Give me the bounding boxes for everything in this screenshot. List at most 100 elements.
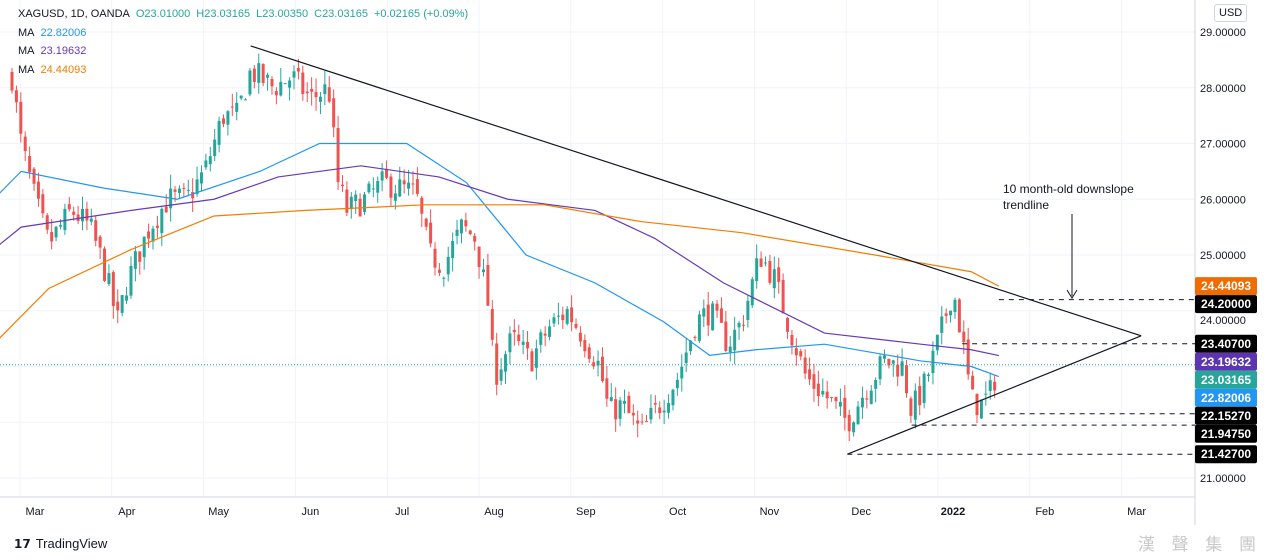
candle-body	[944, 313, 948, 316]
annotation-text: trendline	[1003, 198, 1049, 212]
candle-body	[548, 326, 552, 337]
price-label-badge	[1195, 406, 1257, 425]
candle-body	[530, 351, 534, 372]
candle-body	[812, 374, 816, 389]
candle-body	[129, 265, 133, 296]
candle-body	[257, 63, 261, 83]
candle-body	[310, 88, 314, 92]
candle-body	[539, 332, 543, 345]
symbol-label: XAGUSD, 1D, OANDA	[18, 8, 130, 20]
candle-body	[50, 231, 54, 242]
candle-body	[138, 251, 142, 262]
price-label-text: 24.44093	[1201, 279, 1251, 293]
candle-body	[120, 295, 124, 313]
candle-body	[85, 208, 89, 221]
price-label-text: 23.03165	[1201, 373, 1251, 387]
candle-body	[614, 399, 618, 420]
candle-body	[125, 295, 129, 301]
candle-body	[645, 421, 649, 423]
candle-body	[367, 183, 371, 193]
annotation-text: 10 month-old downslope	[1003, 182, 1134, 196]
candle-body	[76, 214, 80, 221]
candle-body	[67, 204, 71, 210]
candle-body	[58, 225, 62, 227]
candle-body	[543, 333, 547, 336]
candle-body	[649, 407, 653, 420]
candle-body	[825, 391, 829, 399]
candle-body	[98, 236, 102, 248]
candle-body	[689, 340, 693, 352]
ma-label: MA	[18, 63, 35, 76]
candle-body	[759, 258, 763, 267]
price-label-text: 24.20000	[1201, 297, 1251, 311]
candle-body	[508, 333, 512, 353]
candle-body	[561, 314, 565, 321]
candle-body	[81, 208, 85, 222]
moving-average-line-1	[0, 142, 1000, 378]
candle-body	[376, 181, 380, 193]
candle-body	[596, 360, 600, 366]
candle-body	[909, 398, 913, 416]
candle-body	[442, 277, 446, 279]
ma-legend-3[interactable]: MA 24.44093	[18, 61, 474, 80]
currency-button[interactable]: USD	[1214, 4, 1248, 22]
price-label-badge	[1195, 334, 1257, 353]
candle-body	[239, 95, 243, 99]
candle-body	[349, 196, 353, 210]
candle-body	[521, 341, 525, 345]
price-label-text: 21.94750	[1201, 427, 1251, 441]
candle-body	[429, 222, 433, 244]
price-label-text: 22.82006	[1201, 391, 1251, 405]
candle-body	[420, 197, 424, 214]
ma-legend-1[interactable]: MA 22.82006	[18, 24, 474, 43]
candle-body	[19, 101, 23, 134]
candle-body	[746, 300, 750, 320]
candle-body	[332, 98, 336, 128]
candle-body	[913, 390, 917, 420]
tradingview-brand[interactable]: 𝟭𝟳 TradingView	[14, 536, 107, 551]
candle-body	[979, 399, 983, 419]
x-tick-label: Jul	[395, 506, 409, 518]
candle-body	[380, 171, 384, 181]
candle-body	[927, 374, 931, 377]
candle-body	[574, 323, 578, 328]
ma-legend-2[interactable]: MA 23.19632	[18, 42, 474, 61]
candle-body	[904, 365, 908, 394]
candle-body	[957, 299, 961, 333]
price-label-badge	[1195, 295, 1257, 314]
y-tick-label: 24.00000	[1200, 315, 1246, 327]
y-tick-label: 25.00000	[1200, 250, 1246, 262]
candle-body	[107, 273, 111, 285]
candle-body	[477, 246, 481, 268]
candle-body	[565, 308, 569, 324]
candle-body	[781, 279, 785, 314]
candle-body	[32, 168, 36, 184]
x-tick-label: Mar	[1127, 506, 1146, 518]
candle-body	[266, 74, 270, 78]
x-tick-label: Oct	[669, 506, 686, 518]
candle-body	[869, 390, 873, 404]
candle-body	[111, 272, 115, 306]
candle-body	[512, 329, 516, 333]
candle-body	[345, 189, 349, 213]
candle-body	[261, 64, 265, 83]
candle-body	[697, 314, 701, 341]
candle-body	[191, 192, 195, 199]
candle-body	[830, 397, 834, 399]
candle-body	[199, 172, 203, 184]
candle-body	[874, 379, 878, 389]
candle-body	[667, 402, 671, 413]
candle-body	[834, 397, 838, 402]
candle-body	[407, 182, 411, 189]
candle-body	[504, 354, 508, 372]
price-label-badge	[1195, 424, 1257, 443]
candle-body	[451, 241, 455, 259]
candle-body	[887, 358, 891, 366]
candle-body	[966, 339, 970, 375]
y-tick-label: 21.00000	[1200, 473, 1246, 485]
candle-body	[230, 106, 234, 108]
ma-label: MA	[18, 26, 35, 39]
candle-body	[702, 308, 706, 317]
x-tick-label: Feb	[1035, 506, 1054, 518]
